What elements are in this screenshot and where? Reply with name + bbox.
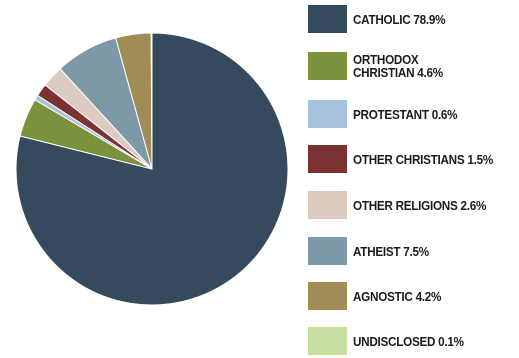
legend-item-3: OTHER CHRISTIANS 1.5% (308, 145, 509, 173)
legend-swatch-1 (308, 52, 347, 80)
legend-item-0: CATHOLIC 78.9% (308, 5, 455, 33)
legend-label-7: UNDISCLOSED 0.1% (353, 333, 464, 349)
legend-label-3: OTHER CHRISTIANS 1.5% (353, 151, 493, 167)
legend-item-6: AGNOSTIC 4.2% (308, 282, 451, 310)
legend-label-1: ORTHODOX CHRISTIAN 4.6% (353, 52, 443, 80)
legend-label-5: ATHEIST 7.5% (353, 243, 429, 259)
legend-swatch-0 (308, 5, 347, 33)
legend-item-4: OTHER RELIGIONS 2.6% (308, 191, 501, 219)
legend-label-0: CATHOLIC 78.9% (353, 11, 446, 27)
legend-item-7: UNDISCLOSED 0.1% (308, 327, 476, 355)
legend-swatch-6 (308, 282, 347, 310)
legend-swatch-2 (308, 100, 347, 128)
legend-label-4: OTHER RELIGIONS 2.6% (353, 197, 487, 213)
pie-slice-7 (150, 32, 153, 170)
legend-label-6: AGNOSTIC 4.2% (353, 288, 442, 304)
pie (15, 32, 289, 306)
legend-swatch-5 (308, 237, 347, 265)
legend-item-2: PROTESTANT 0.6% (308, 100, 469, 128)
legend-swatch-3 (308, 145, 347, 173)
legend-label-2: PROTESTANT 0.6% (353, 106, 458, 122)
legend-swatch-4 (308, 191, 347, 219)
legend-item-1: ORTHODOX CHRISTIAN 4.6% (308, 52, 453, 80)
legend-item-5: ATHEIST 7.5% (308, 237, 437, 265)
legend-swatch-7 (308, 327, 347, 355)
